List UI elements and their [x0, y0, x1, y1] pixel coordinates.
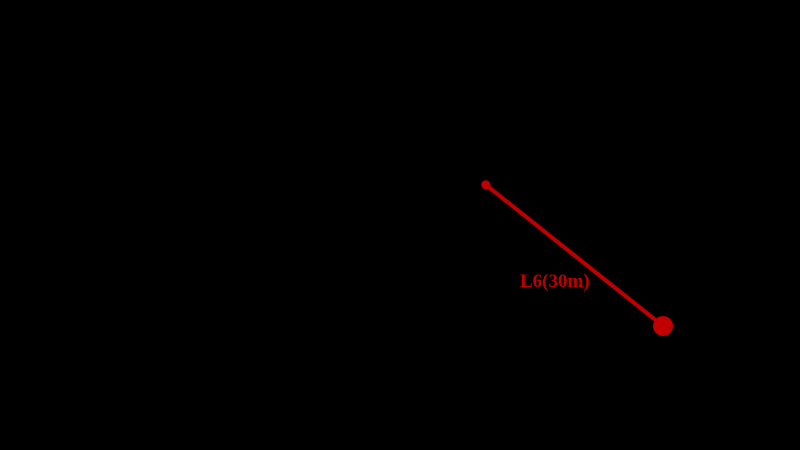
svg-text:L6(30m): L6(30m): [520, 271, 590, 292]
